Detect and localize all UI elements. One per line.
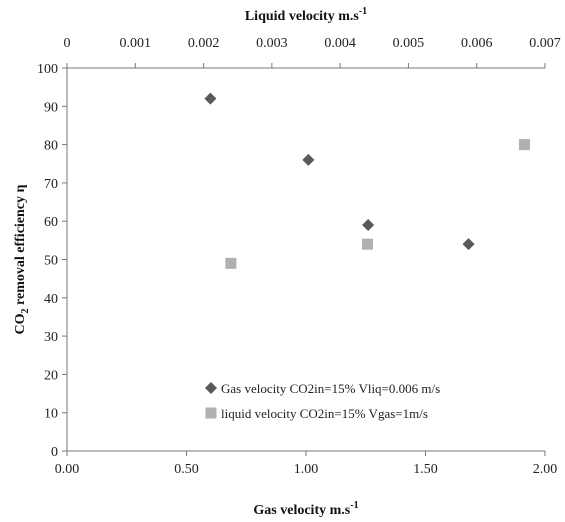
gas-velocity-point [302,153,315,166]
x2-tick-label: 0 [64,36,71,51]
x2-tick-label: 0.001 [120,36,152,51]
data-points [204,92,531,269]
y-tick-label: 30 [44,330,58,345]
y-tick-label: 0 [51,445,58,460]
x-tick-label: 0.00 [55,462,80,477]
y-axis-title: CO2 removal efficiency η [13,184,31,334]
gas-velocity-point [204,92,217,105]
x2-tick-label: 0.007 [529,36,561,51]
y-tick-label: 100 [37,62,58,77]
gas-velocity-point [362,219,375,232]
legend-marker [205,382,217,394]
x-axis-title: Gas velocity m.s-1 [253,500,358,518]
x2-tick-label: 0.004 [324,36,356,51]
x-axis-title-superscript: -1 [350,500,358,511]
y-tick-label: 20 [44,368,58,383]
tick-labels: 0.00 0.50 1.00 1.50 2.00 0 0.001 0.002 0.003 0.00… [37,36,561,477]
liquid-velocity-point [519,139,531,151]
x2-axis-title-superscript: -1 [359,6,367,17]
x-tick-label: 2.00 [533,462,558,477]
legend: Gas velocity CO2in=15% Vliq=0.006 m/s liq… [205,381,440,421]
y-tick-label: 60 [44,215,58,230]
axis-titles: Gas velocity m.s-1 Liquid velocity m.s-1 C… [13,6,367,518]
x-tick-label: 0.50 [174,462,199,477]
legend-label: Gas velocity CO2in=15% Vliq=0.006 m/s [221,381,440,396]
axes [62,63,546,456]
gas-velocity-point [462,238,475,251]
y-tick-label: 10 [44,407,58,422]
x-tick-label: 1.50 [413,462,438,477]
y-axis-title-subscript: 2 [20,308,31,313]
x2-tick-label: 0.002 [188,36,220,51]
legend-label: liquid velocity CO2in=15% Vgas=1m/s [221,406,428,421]
x2-axis-title: Liquid velocity m.s-1 [245,6,367,24]
x2-tick-label: 0.005 [393,36,425,51]
x2-tick-label: 0.003 [256,36,288,51]
y-tick-label: 80 [44,139,58,154]
legend-marker [205,407,217,419]
x2-tick-label: 0.006 [461,36,493,51]
y-axis-title-part: CO [13,313,28,334]
liquid-velocity-point [225,257,237,269]
liquid-velocity-point [361,238,373,250]
y-tick-label: 90 [44,100,58,115]
y-tick-label: 40 [44,292,58,307]
y-tick-label: 70 [44,177,58,192]
x-tick-label: 1.00 [294,462,319,477]
y-tick-label: 50 [44,254,58,269]
y-axis-title-part: removal efficiency η [13,184,28,308]
